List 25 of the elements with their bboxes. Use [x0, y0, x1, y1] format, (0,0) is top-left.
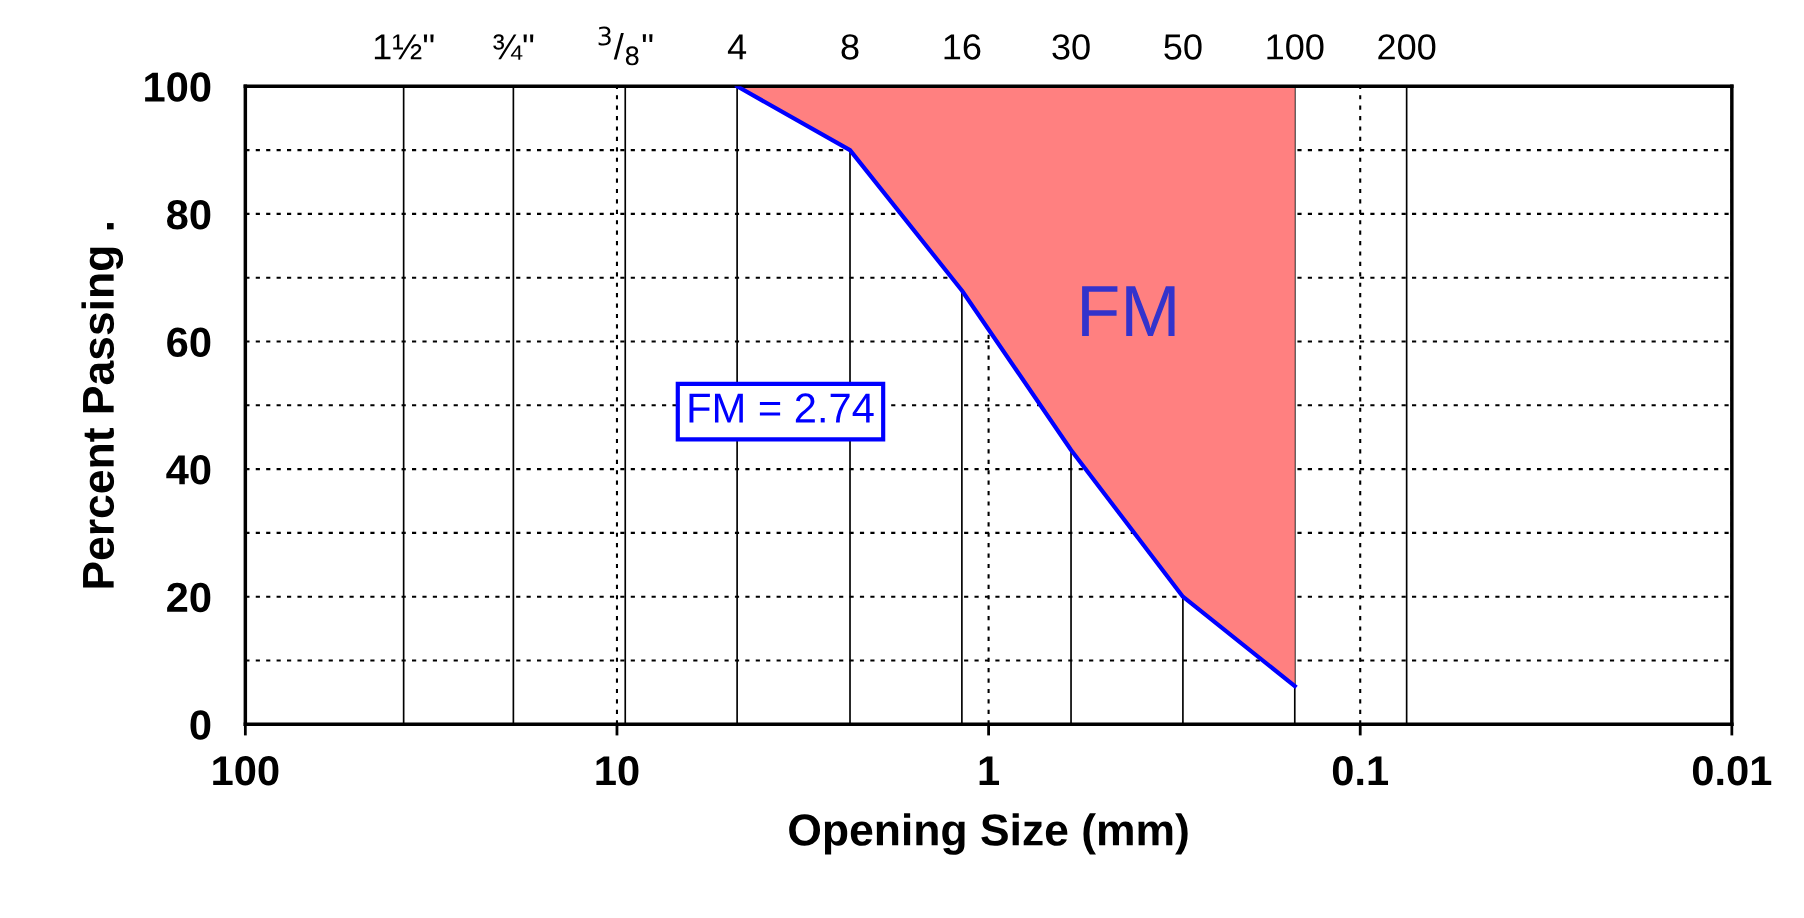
annotation: FM = 2.74: [689, 393, 874, 423]
x-tick-label: 10: [596, 755, 639, 786]
annotation: 8: [841, 34, 859, 60]
annotation: 30: [1052, 34, 1090, 60]
y-tick-label: 0: [190, 710, 211, 740]
annotation: ¾": [493, 34, 534, 60]
y-tick-label: 100: [145, 72, 211, 102]
y-tick-label: 60: [167, 327, 211, 357]
annotation: 1½": [374, 34, 434, 60]
annotation: 200: [1378, 34, 1436, 60]
annotation: FM: [1082, 286, 1175, 336]
y-tick-label: 20: [167, 582, 211, 613]
x-tick-label: 100: [213, 755, 279, 786]
annotation: 50: [1164, 34, 1202, 60]
y-tick-label: 80: [166, 199, 211, 230]
x-tick-label: 0.01: [1692, 755, 1772, 786]
annotation: 100: [1267, 34, 1324, 60]
x-tick-label: 0.1: [1332, 755, 1389, 786]
x-tick-label: 1: [979, 756, 1000, 786]
annotation: 16: [944, 34, 981, 60]
annotation: $^{3}$/$_{8}$": [598, 26, 653, 66]
x-axis-title: Opening Size (mm): [789, 813, 1188, 855]
annotation: 4: [727, 34, 747, 60]
y-tick-label: 40: [166, 455, 211, 485]
y-axis-title: Percent Passing .: [81, 223, 124, 588]
